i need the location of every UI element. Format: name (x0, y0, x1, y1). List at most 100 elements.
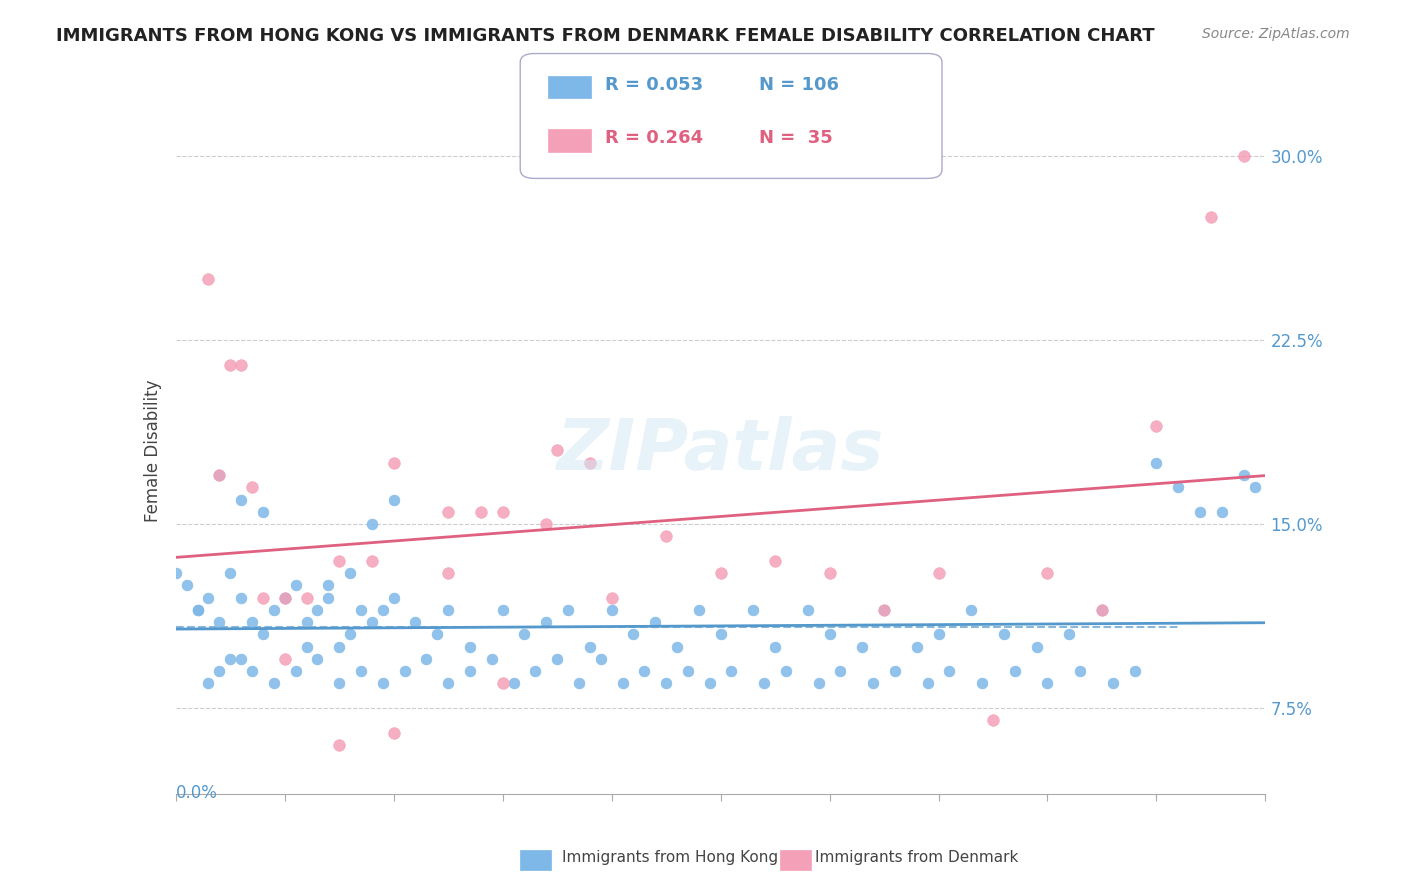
Point (1102, 676, 1125, 690)
Text: ZIPatlas: ZIPatlas (557, 416, 884, 485)
Point (557, 603, 579, 617)
Point (394, 664, 416, 679)
Text: IMMIGRANTS FROM HONG KONG VS IMMIGRANTS FROM DENMARK FEMALE DISABILITY CORRELATI: IMMIGRANTS FROM HONG KONG VS IMMIGRANTS … (56, 27, 1154, 45)
Point (960, 603, 983, 617)
Text: N =  35: N = 35 (759, 129, 832, 147)
Point (231, 492, 253, 507)
Point (1144, 456, 1167, 470)
Text: R = 0.053: R = 0.053 (605, 76, 703, 94)
Point (818, 566, 841, 581)
Point (263, 676, 285, 690)
Point (502, 676, 524, 690)
Point (328, 738, 350, 752)
Point (231, 358, 253, 372)
Point (1057, 627, 1080, 641)
Point (371, 603, 394, 617)
Point (884, 664, 907, 679)
Point (546, 443, 568, 458)
Point (252, 591, 274, 605)
Point (1232, 467, 1256, 482)
Point (688, 603, 710, 617)
Text: Immigrants from Denmark: Immigrants from Denmark (815, 850, 1019, 865)
Point (307, 603, 329, 617)
Point (492, 676, 515, 690)
Point (208, 664, 231, 679)
Point (274, 652, 297, 666)
Point (633, 664, 655, 679)
Point (720, 664, 742, 679)
Point (219, 652, 242, 666)
Point (600, 603, 623, 617)
Point (284, 664, 307, 679)
Text: 0.0%: 0.0% (176, 783, 218, 802)
Point (458, 664, 481, 679)
Point (492, 603, 515, 617)
Y-axis label: Female Disability: Female Disability (143, 379, 162, 522)
Point (339, 627, 361, 641)
Text: R = 0.264: R = 0.264 (605, 129, 703, 147)
Point (240, 480, 263, 494)
Point (534, 615, 557, 630)
Point (905, 640, 928, 654)
Point (252, 505, 274, 519)
Point (807, 676, 830, 690)
Point (928, 627, 950, 641)
Point (458, 640, 481, 654)
Point (818, 627, 841, 641)
Point (1123, 664, 1146, 679)
Point (208, 467, 231, 482)
Point (371, 676, 394, 690)
Point (1025, 640, 1047, 654)
Point (274, 591, 297, 605)
Point (328, 676, 350, 690)
Point (197, 271, 219, 285)
Point (208, 615, 231, 630)
Point (1189, 505, 1212, 519)
Point (862, 676, 884, 690)
Point (186, 603, 209, 617)
Point (328, 640, 350, 654)
Point (1036, 676, 1059, 690)
Point (676, 664, 699, 679)
Point (1243, 480, 1265, 494)
Point (655, 529, 678, 543)
Text: N = 106: N = 106 (759, 76, 839, 94)
Point (1036, 566, 1059, 581)
Point (1211, 505, 1233, 519)
Point (437, 566, 460, 581)
Point (928, 566, 950, 581)
Point (1199, 211, 1222, 225)
Point (938, 664, 960, 679)
Point (219, 566, 242, 581)
Point (197, 676, 219, 690)
Point (295, 591, 318, 605)
Point (437, 505, 460, 519)
Point (350, 664, 373, 679)
Point (307, 652, 329, 666)
Point (1232, 149, 1256, 163)
Point (666, 640, 689, 654)
Point (1091, 603, 1114, 617)
Point (437, 603, 460, 617)
Point (568, 676, 591, 690)
Text: Immigrants from Hong Kong: Immigrants from Hong Kong (562, 850, 779, 865)
Point (426, 627, 449, 641)
Point (1144, 419, 1167, 434)
Point (699, 676, 721, 690)
Point (492, 505, 515, 519)
Point (763, 640, 786, 654)
Point (579, 456, 602, 470)
Point (579, 640, 602, 654)
Point (1167, 480, 1189, 494)
Point (600, 591, 623, 605)
Point (360, 517, 382, 532)
Point (470, 505, 492, 519)
Point (546, 652, 568, 666)
Point (382, 456, 405, 470)
Text: Source: ZipAtlas.com: Source: ZipAtlas.com (1202, 27, 1350, 41)
Point (534, 517, 557, 532)
Point (481, 652, 503, 666)
Point (208, 467, 231, 482)
Point (350, 603, 373, 617)
Point (295, 615, 318, 630)
